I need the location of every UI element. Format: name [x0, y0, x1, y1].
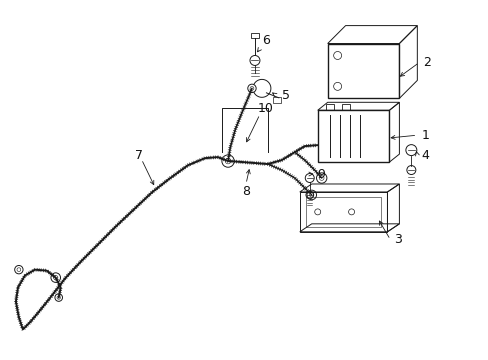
Bar [305, 197, 381, 227]
Bar [317, 110, 388, 162]
Bar [327, 44, 399, 98]
Text: 10: 10 [258, 102, 273, 115]
Bar [341, 104, 349, 110]
Bar [272, 97, 280, 103]
Text: 2: 2 [423, 56, 430, 69]
Text: 4: 4 [421, 149, 428, 162]
Text: 1: 1 [421, 129, 428, 142]
Bar [299, 192, 386, 232]
Text: 3: 3 [394, 233, 402, 246]
Text: 7: 7 [135, 149, 143, 162]
Text: 8: 8 [242, 185, 249, 198]
Bar [325, 104, 333, 110]
Text: 6: 6 [262, 34, 269, 47]
Text: 9: 9 [317, 167, 325, 180]
Text: 5: 5 [281, 89, 289, 102]
Bar [250, 32, 259, 37]
